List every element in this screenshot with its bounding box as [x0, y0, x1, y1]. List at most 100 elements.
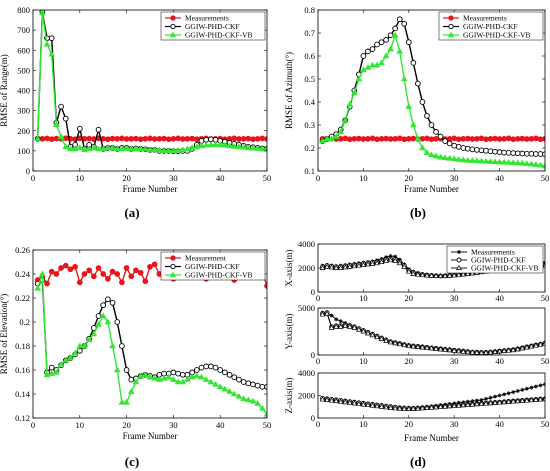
- data-point: [95, 313, 102, 319]
- data-point: [175, 135, 181, 142]
- data-point: [437, 346, 444, 352]
- data-point: [249, 144, 257, 151]
- data-point: [346, 136, 353, 143]
- data-point: [62, 135, 69, 142]
- data-point: [48, 35, 55, 42]
- data-point: [100, 302, 107, 309]
- data-point: [396, 405, 403, 411]
- data-point: [123, 145, 130, 151]
- data-point: [360, 66, 367, 73]
- data-point: [537, 136, 544, 143]
- data-point: [236, 376, 242, 383]
- data-point: [43, 40, 51, 47]
- data-point: [147, 135, 153, 142]
- x-tick-label: 50: [541, 293, 550, 303]
- x-tick-label: 20: [405, 356, 414, 366]
- x-tick-label: 10: [76, 173, 85, 183]
- data-point: [95, 320, 102, 327]
- series-ggiw-phd-ckf-vb: [319, 310, 545, 355]
- x-tick-label: 0: [31, 173, 35, 183]
- data-point: [221, 141, 229, 148]
- y-tick-label: 0.18: [15, 341, 30, 351]
- data-point: [240, 135, 247, 142]
- x-tick-label: 0: [316, 293, 320, 303]
- data-point: [524, 386, 529, 391]
- data-point: [90, 273, 97, 280]
- data-point: [532, 161, 540, 167]
- data-point: [118, 145, 126, 152]
- data-point: [396, 135, 403, 142]
- data-point: [67, 266, 74, 273]
- data-point: [428, 404, 435, 410]
- data-point: [383, 135, 389, 142]
- data-point: [537, 161, 544, 168]
- data-point: [113, 145, 121, 152]
- data-point: [360, 401, 367, 407]
- data-point: [533, 151, 539, 157]
- data-point: [392, 25, 399, 32]
- data-point: [374, 41, 380, 48]
- x-tick-label: 40: [216, 420, 225, 430]
- data-point: [240, 379, 247, 385]
- data-point: [414, 344, 421, 349]
- data-point: [350, 89, 358, 96]
- data-point: [188, 144, 196, 151]
- data-point: [212, 364, 219, 371]
- legend-label: GGIW-PHD-CKF-VB: [471, 264, 539, 273]
- data-point: [155, 146, 163, 153]
- data-point: [387, 257, 394, 263]
- x-tick-label: 10: [76, 420, 85, 430]
- data-point: [132, 145, 140, 152]
- data-point: [510, 136, 517, 143]
- data-point: [244, 144, 252, 151]
- data-point: [240, 395, 247, 402]
- data-point: [342, 135, 349, 142]
- legend-marker: [456, 265, 462, 270]
- data-point: [254, 145, 262, 151]
- data-point: [392, 405, 399, 411]
- data-point: [387, 404, 394, 410]
- data-point: [519, 345, 526, 351]
- y-tick-label: 100: [17, 146, 30, 156]
- data-point: [230, 142, 238, 149]
- data-point: [351, 263, 358, 269]
- data-point: [76, 144, 84, 151]
- x-axis-label: Frame Number: [123, 184, 178, 194]
- data-point: [76, 342, 84, 349]
- data-point: [254, 400, 262, 406]
- data-point: [505, 347, 512, 353]
- x-tick-label: 20: [405, 419, 414, 429]
- data-point: [151, 374, 159, 381]
- data-point: [405, 268, 412, 274]
- x-tick-label: 10: [359, 173, 368, 183]
- data-point: [43, 371, 51, 378]
- data-point: [373, 61, 381, 68]
- subplot-y: 0 10 20 30 40 50 0 5000 Y-axis(m): [284, 303, 549, 366]
- data-point: [81, 271, 88, 277]
- data-point: [207, 363, 214, 370]
- data-point: [319, 137, 326, 144]
- data-point: [85, 145, 93, 152]
- data-point: [95, 265, 102, 271]
- data-point: [351, 135, 358, 142]
- data-point: [419, 99, 426, 105]
- data-point: [487, 400, 494, 406]
- data-point: [514, 346, 521, 352]
- data-point: [528, 135, 535, 142]
- data-point: [337, 398, 344, 404]
- data-point: [328, 264, 335, 270]
- data-point: [346, 399, 353, 405]
- data-point: [437, 153, 444, 160]
- data-point: [207, 141, 215, 148]
- data-point: [337, 323, 344, 329]
- data-point: [365, 48, 371, 55]
- data-point: [222, 369, 228, 376]
- data-point: [455, 402, 462, 408]
- data-point: [142, 278, 149, 285]
- data-point: [478, 349, 485, 355]
- x-tick-label: 50: [541, 356, 550, 366]
